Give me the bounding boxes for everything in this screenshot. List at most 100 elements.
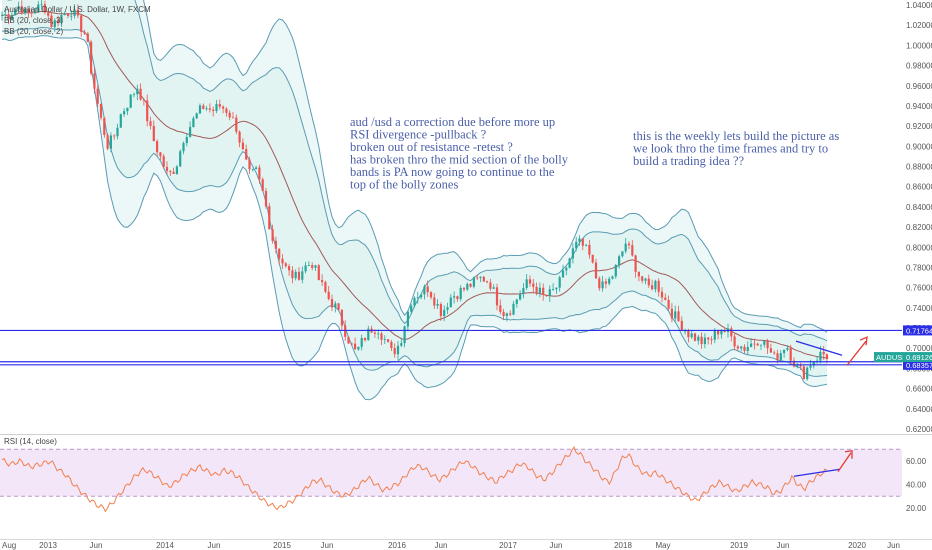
- candle-body: [802, 366, 805, 380]
- candle: [707, 336, 710, 345]
- legend-bb2: BB (20, close, 2): [4, 27, 63, 36]
- rsi-pane[interactable]: RSI (14, close): [0, 437, 902, 513]
- candle: [261, 177, 264, 192]
- candle-body: [47, 12, 50, 16]
- horizontal-lines[interactable]: [0, 329, 902, 366]
- candle-body: [624, 243, 627, 252]
- candle-body: [779, 353, 782, 361]
- candle: [307, 261, 310, 266]
- candle: [601, 275, 604, 292]
- rsi-drawings[interactable]: [793, 450, 853, 477]
- candle: [136, 84, 139, 101]
- candle: [462, 287, 466, 292]
- candle: [129, 94, 132, 109]
- candle-body: [697, 336, 700, 341]
- rsi-legend: RSI (14, close): [4, 437, 57, 446]
- candle: [469, 282, 472, 288]
- candle-body: [631, 245, 634, 256]
- candle-body: [710, 339, 713, 341]
- candle-body: [783, 349, 786, 354]
- drawings[interactable]: [795, 336, 868, 366]
- candle: [822, 345, 825, 360]
- candle-body: [433, 297, 436, 306]
- candle: [354, 337, 357, 350]
- candle: [396, 341, 400, 361]
- candle: [552, 283, 555, 291]
- candle: [403, 325, 406, 348]
- candle-body: [76, 9, 79, 16]
- candle: [697, 334, 700, 345]
- candle: [162, 153, 165, 169]
- candle-body: [703, 337, 706, 345]
- candle-body: [241, 142, 244, 150]
- candle: [792, 357, 796, 368]
- candle-body: [601, 281, 604, 289]
- candle: [588, 239, 591, 259]
- annotation-line: we look thro the time frames and try to: [633, 142, 828, 156]
- candle-body: [83, 31, 86, 34]
- time-tick-label: 2015: [273, 541, 291, 550]
- candle-body: [350, 343, 353, 345]
- candle-body: [647, 278, 650, 286]
- time-axis[interactable]: Aug 2013 Jun 2014 Jun 2015 Jun 2016 Jun 2017 Jun 20…: [2, 541, 900, 550]
- candle-body: [354, 343, 357, 350]
- candle-body: [156, 141, 159, 153]
- candle: [746, 341, 749, 356]
- candle-body: [495, 287, 499, 306]
- candle: [433, 293, 436, 310]
- candle: [245, 144, 248, 161]
- candle-body: [90, 41, 93, 74]
- candle-body: [555, 287, 558, 290]
- annotation-note-1[interactable]: aud /usd a correction due before more up…: [350, 115, 569, 192]
- candle: [40, 0, 43, 11]
- candle-body: [218, 104, 221, 107]
- candle-body: [301, 271, 304, 280]
- candle-body: [70, 15, 73, 17]
- candle: [347, 336, 350, 344]
- candle-body: [33, 12, 37, 13]
- candle: [423, 284, 426, 300]
- rsi-axis[interactable]: 60.00 40.00 20.00: [906, 457, 927, 513]
- candle-body: [340, 309, 343, 326]
- candle-body: [37, 4, 40, 13]
- candle: [241, 138, 244, 151]
- candle-body: [769, 348, 772, 353]
- legend-title: Australian Dollar / U.S. Dollar, 1W, FXC…: [4, 5, 151, 14]
- candle-body: [159, 152, 162, 157]
- candle: [512, 300, 515, 316]
- main-pane[interactable]: [0, 0, 902, 401]
- candle: [674, 305, 677, 323]
- annotation-line: build a trading idea ??: [633, 154, 745, 168]
- candle-body: [538, 287, 541, 294]
- candle: [324, 280, 327, 294]
- candle: [509, 310, 512, 317]
- candle-body: [505, 313, 508, 317]
- candle-body: [139, 88, 142, 100]
- rsi-arrow: [837, 452, 852, 472]
- candle-body: [297, 271, 301, 280]
- candle-body: [561, 270, 565, 278]
- candle-body: [205, 108, 208, 110]
- candle: [733, 333, 736, 351]
- candle: [802, 365, 805, 380]
- candle-body: [753, 343, 756, 345]
- candle-body: [588, 244, 591, 255]
- candle: [76, 4, 79, 19]
- candle-body: [248, 159, 251, 170]
- candle-body: [700, 336, 703, 345]
- candle-body: [462, 287, 466, 290]
- candle: [446, 302, 449, 315]
- candle: [634, 254, 637, 278]
- candle: [330, 294, 334, 312]
- candle: [693, 332, 697, 342]
- candle-body: [552, 289, 555, 290]
- time-tick-label: May: [655, 541, 670, 550]
- annotation-note-2[interactable]: this is the weekly lets build the pictur…: [633, 129, 839, 168]
- candle-body: [637, 271, 640, 277]
- candle-body: [693, 333, 697, 341]
- candle-body: [27, 8, 30, 13]
- candle-body: [152, 125, 155, 142]
